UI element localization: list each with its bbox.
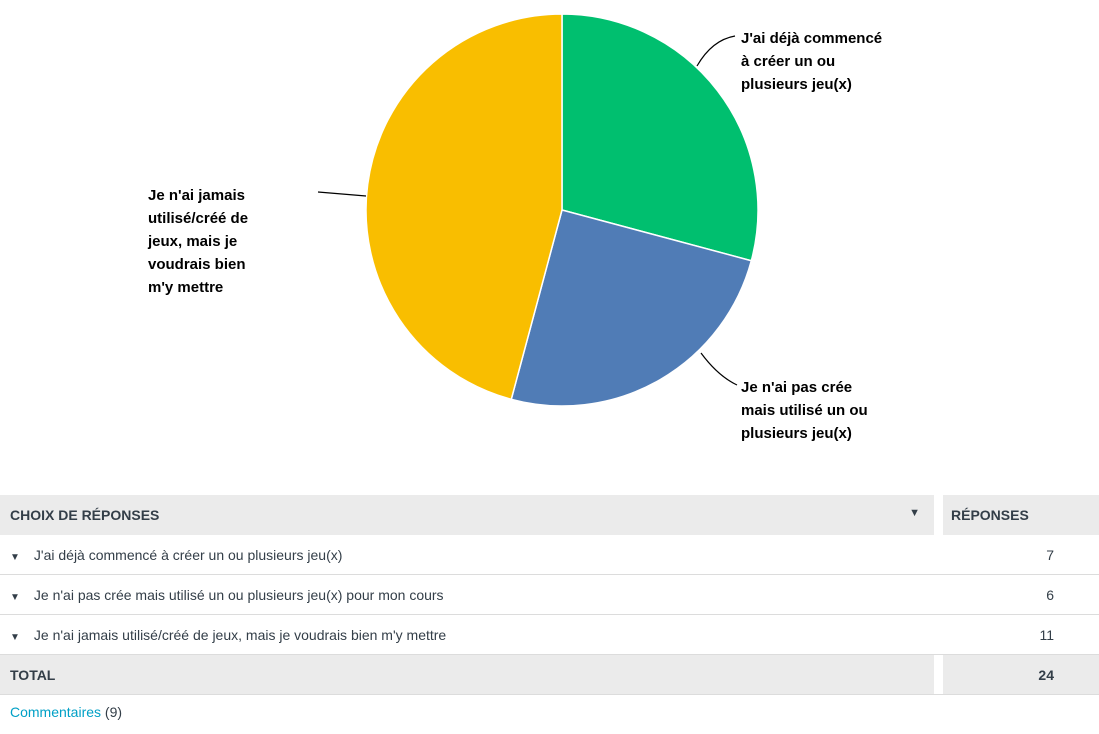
answer-choice-cell: ▼ Je n'ai jamais utilisé/créé de jeux, ma…	[0, 614, 934, 655]
answer-choice-label: Je n'ai jamais utilisé/créé de jeux, mai…	[33, 626, 447, 643]
slice-label-3-line: Je n'ai jamais	[148, 187, 245, 204]
slice-label-1: J'ai déjà commencé à créer un ou plusieu…	[741, 30, 886, 93]
slice-label-1-line: J'ai déjà commencé	[741, 30, 882, 47]
comments-count: (9)	[104, 704, 123, 720]
table-row: ▼ Je n'ai jamais utilisé/créé de jeux, ma…	[0, 614, 1099, 655]
row-spacer	[934, 614, 943, 655]
caret-down-icon[interactable]: ▼	[909, 507, 920, 519]
slice-label-3: Je n'ai jamais utilisé/créé de jeux, mai…	[147, 187, 252, 296]
responses-table: CHOIX DE RÉPONSES ▼ RÉPONSES ▼ J'ai déjà …	[0, 495, 1099, 695]
response-count: 6	[943, 574, 1099, 615]
header-spacer	[934, 495, 943, 535]
response-count: 11	[943, 614, 1099, 655]
answer-choice-label: J'ai déjà commencé à créer un ou plusieu…	[33, 546, 343, 563]
slice-label-3-line: voudrais bien	[148, 256, 246, 273]
comments-section: Commentaires (9)	[10, 704, 122, 720]
answer-choice-cell: ▼ Je n'ai pas crée mais utilisé un ou plu…	[0, 574, 934, 615]
answer-choice-label: Je n'ai pas crée mais utilisé un ou plus…	[33, 586, 444, 603]
pie-slice-1[interactable]	[561, 13, 759, 262]
pie-slice-3[interactable]	[365, 13, 563, 401]
table-row: ▼ J'ai déjà commencé à créer un ou plusie…	[0, 535, 1099, 575]
pie-chart: J'ai déjà commencé à créer un ou plusieu…	[147, 13, 886, 442]
expand-caret-icon[interactable]: ▼	[10, 591, 20, 603]
table-header-row: CHOIX DE RÉPONSES ▼ RÉPONSES	[0, 495, 1099, 535]
row-spacer	[934, 654, 943, 695]
slice-label-3-line: jeux, mais je	[147, 233, 237, 250]
total-label: TOTAL	[0, 654, 934, 695]
slice-label-1-line: plusieurs jeu(x)	[741, 76, 852, 93]
expand-caret-icon[interactable]: ▼	[10, 631, 20, 643]
slice-label-2-line: plusieurs jeu(x)	[741, 425, 852, 442]
leader-line-slice-2	[700, 352, 738, 386]
total-row: TOTAL 24	[0, 654, 1099, 695]
slice-label-3-line: m'y mettre	[148, 279, 223, 296]
slice-label-2-line: mais utilisé un ou	[741, 402, 868, 419]
pie-slice-2[interactable]	[510, 209, 753, 407]
row-spacer	[934, 535, 943, 575]
expand-caret-icon[interactable]: ▼	[10, 551, 20, 563]
header-responses[interactable]: RÉPONSES	[943, 495, 1099, 535]
response-count: 7	[943, 535, 1099, 575]
row-spacer	[934, 574, 943, 615]
leader-line-slice-3	[317, 191, 367, 197]
slice-label-3-line: utilisé/créé de	[148, 210, 248, 227]
table-row: ▼ Je n'ai pas crée mais utilisé un ou plu…	[0, 574, 1099, 615]
header-answer-choices-label: CHOIX DE RÉPONSES	[10, 507, 160, 523]
answer-choice-cell: ▼ J'ai déjà commencé à créer un ou plusie…	[0, 535, 934, 575]
total-count: 24	[943, 654, 1099, 695]
leader-line-slice-1	[696, 35, 736, 67]
comments-link[interactable]: Commentaires	[10, 704, 102, 720]
slice-label-2-line: Je n'ai pas crée	[741, 379, 852, 396]
slice-label-2: Je n'ai pas crée mais utilisé un ou plus…	[741, 379, 872, 442]
header-answer-choices[interactable]: CHOIX DE RÉPONSES ▼	[0, 495, 934, 535]
slice-label-1-line: à créer un ou	[741, 53, 835, 70]
